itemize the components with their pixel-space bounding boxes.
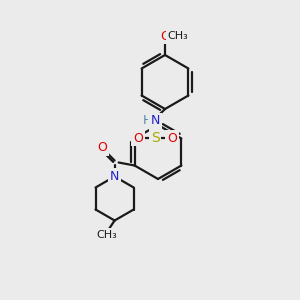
Text: O: O [98, 141, 108, 154]
Text: H: H [142, 115, 152, 128]
Text: O: O [133, 131, 143, 145]
Text: S: S [151, 131, 159, 145]
Text: CH₃: CH₃ [96, 230, 117, 239]
Text: O: O [167, 131, 177, 145]
Text: N: N [150, 115, 160, 128]
Text: N: N [110, 170, 119, 183]
Text: O: O [160, 29, 170, 43]
Text: CH₃: CH₃ [168, 31, 188, 41]
Text: N: N [110, 170, 119, 183]
